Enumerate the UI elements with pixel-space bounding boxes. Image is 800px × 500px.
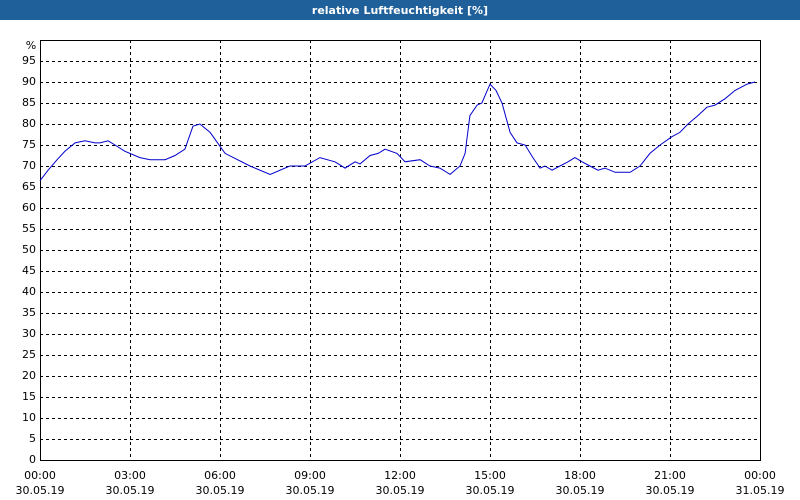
x-tick-label: 03:00: [114, 469, 146, 482]
line-series: [39, 81, 756, 182]
x-tick-date: 30.05.19: [16, 484, 65, 497]
y-tick-label: 30: [22, 327, 36, 340]
y-tick-label: 0: [29, 453, 36, 466]
x-tick-date: 30.05.19: [376, 484, 425, 497]
y-axis-label: %: [26, 39, 36, 52]
x-tick-date: 31.05.19: [736, 484, 785, 497]
y-tick-label: 95: [22, 54, 36, 67]
x-tick-date: 30.05.19: [466, 484, 515, 497]
y-tick-label: 20: [22, 369, 36, 382]
y-tick-label: 40: [22, 285, 36, 298]
y-tick-label: 55: [22, 222, 36, 235]
y-tick-label: 75: [22, 138, 36, 151]
y-tick-label: 90: [22, 75, 36, 88]
chart-title: relative Luftfeuchtigkeit [%]: [312, 4, 488, 17]
x-tick-label: 00:00: [24, 469, 56, 482]
x-tick-date: 30.05.19: [106, 484, 155, 497]
x-tick-label: 06:00: [204, 469, 236, 482]
y-tick-label: 45: [22, 264, 36, 277]
x-tick-date: 30.05.19: [286, 484, 335, 497]
x-tick-label: 21:00: [654, 469, 686, 482]
x-tick-label: 00:00: [744, 469, 776, 482]
y-tick-label: 5: [29, 432, 36, 445]
y-tick-label: 70: [22, 159, 36, 172]
x-tick-label: 15:00: [474, 469, 506, 482]
x-tick-label: 09:00: [294, 469, 326, 482]
y-tick-label: 65: [22, 180, 36, 193]
y-tick-label: 35: [22, 306, 36, 319]
y-tick-label: 85: [22, 96, 36, 109]
x-tick-date: 30.05.19: [196, 484, 245, 497]
x-tick-label: 18:00: [564, 469, 596, 482]
y-tick-label: 80: [22, 117, 36, 130]
x-tick-date: 30.05.19: [646, 484, 695, 497]
title-bar: [0, 0, 800, 20]
y-tick-label: 60: [22, 201, 36, 214]
y-tick-label: 50: [22, 243, 36, 256]
y-tick-label: 25: [22, 348, 36, 361]
y-tick-label: 10: [22, 411, 36, 424]
x-tick-date: 30.05.19: [556, 484, 605, 497]
y-tick-label: 15: [22, 390, 36, 403]
x-tick-label: 12:00: [384, 469, 416, 482]
